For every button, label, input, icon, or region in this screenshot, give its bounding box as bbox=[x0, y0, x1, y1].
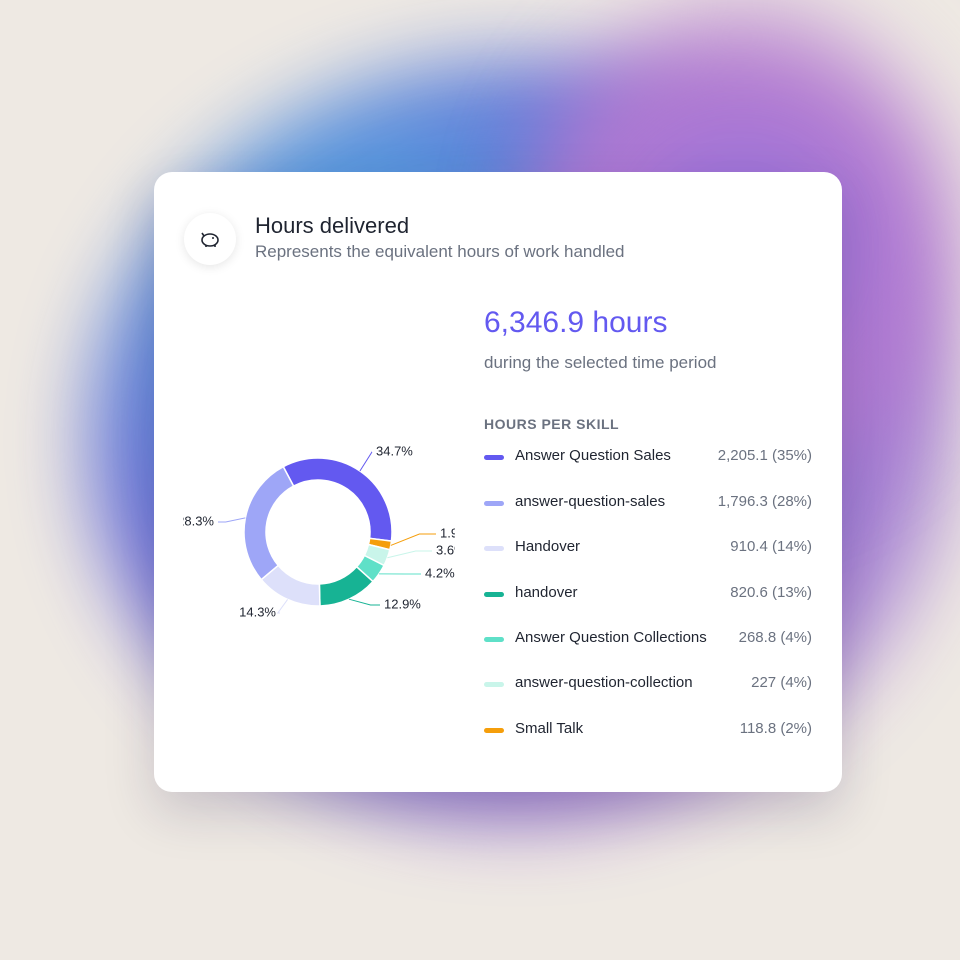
legend-name: Answer Question Collections bbox=[515, 629, 707, 646]
icon bbox=[184, 213, 236, 265]
data-label: 3.6% bbox=[436, 542, 455, 557]
legend-swatch bbox=[484, 592, 504, 597]
legend-swatch bbox=[484, 728, 504, 733]
legend-row: Answer Question Collections 268.8 (4%) bbox=[484, 629, 812, 649]
legend-name: Handover bbox=[515, 538, 581, 555]
legend-value: 2,205.1 (35%) bbox=[717, 447, 812, 464]
legend-row: Answer Question Sales 2,205.1 (35%) bbox=[484, 447, 812, 467]
title: Hours delivered bbox=[255, 213, 410, 238]
leader-line bbox=[359, 451, 373, 472]
legend-swatch bbox=[484, 501, 504, 506]
legend-row: handover 820.6 (13%) bbox=[484, 584, 812, 604]
data-label: 14.3% bbox=[239, 604, 276, 619]
legend-value: 227 (4%) bbox=[751, 674, 812, 691]
leader-line bbox=[276, 599, 289, 614]
legend-swatch bbox=[484, 682, 504, 687]
data-label: 12.9% bbox=[384, 596, 421, 611]
data-label: 28.3% bbox=[183, 513, 214, 528]
data-label: 1.9% bbox=[440, 525, 455, 540]
legend-row: answer-question-sales 1,796.3 (28%) bbox=[484, 493, 812, 513]
legend-name: answer-question-sales bbox=[515, 493, 666, 510]
data-label: 34.7% bbox=[376, 443, 413, 458]
leader-line bbox=[387, 550, 432, 559]
legend-name: answer-question-collection bbox=[515, 674, 693, 691]
legend-value: 118.8 (2%) bbox=[739, 720, 812, 737]
data-label: 4.2% bbox=[425, 565, 455, 580]
legend-swatch bbox=[484, 637, 504, 642]
donut-slice bbox=[282, 457, 393, 542]
legend-row: Handover 910.4 (14%) bbox=[484, 538, 812, 558]
total: 6,346.9 hours bbox=[484, 306, 668, 339]
legend-row: answer-question-collection 227 (4%) bbox=[484, 674, 812, 694]
legend-name: handover bbox=[515, 584, 578, 601]
card: Hours delivered Represents the equivalen… bbox=[154, 172, 842, 792]
donut-chart: 34.7% 1.9% 3.6% 4.2% 12.9% 14.3% 28.3% bbox=[183, 443, 455, 619]
legend-value: 910.4 (14%) bbox=[730, 538, 812, 555]
legend-value: 820.6 (13%) bbox=[730, 584, 812, 601]
leader-line bbox=[348, 598, 380, 606]
caption: during the selected time period bbox=[484, 353, 717, 372]
subtitle: Represents the equivalent hours of work … bbox=[255, 242, 625, 261]
legend-value: 268.8 (4%) bbox=[738, 629, 812, 646]
piggy-icon bbox=[201, 232, 219, 247]
legend-name: Small Talk bbox=[515, 720, 584, 737]
legend-name: Answer Question Sales bbox=[515, 447, 671, 464]
legend-title: HOURS PER SKILL bbox=[484, 416, 620, 432]
legend-swatch bbox=[484, 546, 504, 551]
leader-line bbox=[218, 517, 246, 523]
legend-value: 1,796.3 (28%) bbox=[717, 493, 812, 510]
legend-row: Small Talk 118.8 (2%) bbox=[484, 720, 812, 740]
leader-line bbox=[390, 533, 436, 546]
donut-slice bbox=[243, 465, 295, 581]
legend-swatch bbox=[484, 455, 504, 460]
